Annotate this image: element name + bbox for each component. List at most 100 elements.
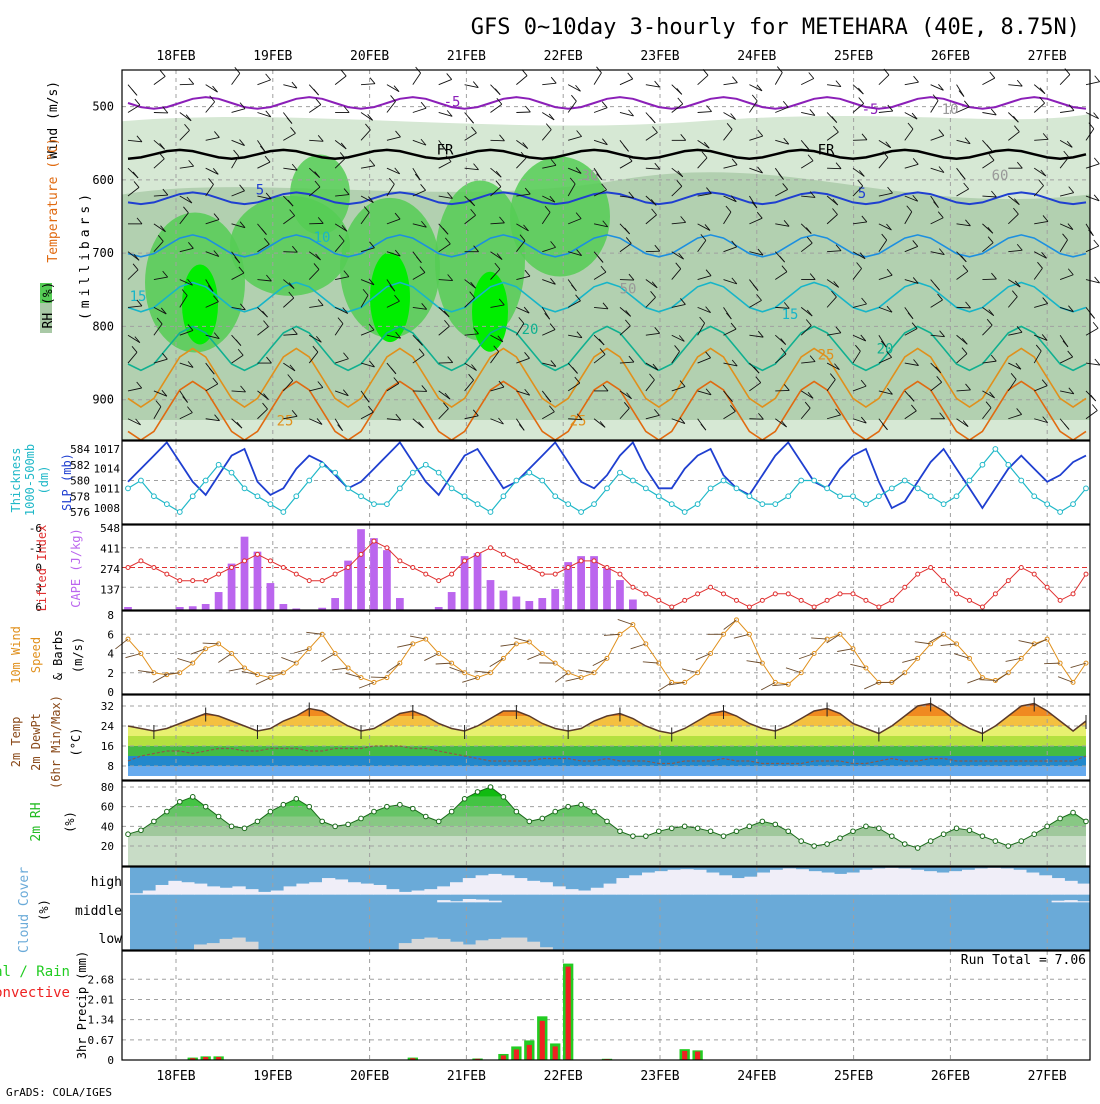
surface-wind-barb xyxy=(256,678,270,685)
thickness-point xyxy=(799,478,804,483)
cloud-high-clear xyxy=(668,870,681,895)
lifted-index-point xyxy=(657,598,661,602)
thickness-point xyxy=(980,462,985,467)
cloud-high-clear xyxy=(1039,875,1052,894)
cloud-middle-bar xyxy=(1052,901,1065,903)
date-label-bottom: 19FEB xyxy=(253,1069,292,1084)
lifted-index-point xyxy=(553,572,557,576)
thickness-point xyxy=(747,494,752,499)
cloud-high-clear xyxy=(783,868,796,894)
lifted-index-point xyxy=(631,585,635,589)
lifted-index-point xyxy=(424,572,428,576)
temp-axis-label-4: (°C) xyxy=(69,728,83,757)
lifted-index-point xyxy=(281,566,285,570)
rh2m-point xyxy=(294,797,299,802)
cloud-high-clear xyxy=(604,884,617,895)
surface-wind-barb xyxy=(424,654,438,661)
date-label-top: 19FEB xyxy=(253,49,292,64)
temp-color-band xyxy=(122,716,1090,726)
rh2m-point xyxy=(631,834,636,839)
thickness-point xyxy=(838,494,843,499)
cape-bar xyxy=(254,552,262,610)
cloud-high-clear xyxy=(437,886,450,894)
slp-tick-label: 1011 xyxy=(94,482,121,495)
thickness-point xyxy=(475,502,480,507)
wind-barb-flag xyxy=(1095,76,1100,82)
thickness-point xyxy=(553,494,558,499)
cloud-middle-bar xyxy=(1064,900,1077,902)
lifted-index-point xyxy=(385,546,389,550)
rh2m-point xyxy=(928,839,933,844)
contour-label: 25 xyxy=(277,413,294,429)
cloud-high-clear xyxy=(258,892,271,895)
lifted-index-point xyxy=(1032,572,1036,576)
lifted-index-point xyxy=(722,592,726,596)
lifted-index-point xyxy=(877,605,881,609)
cloud-high-clear xyxy=(1000,868,1013,894)
surface-wind-barb xyxy=(682,669,698,673)
rh2m-point xyxy=(721,834,726,839)
rh2m-point xyxy=(1058,816,1063,821)
rh2m-point xyxy=(527,819,532,824)
contour-label: -5 xyxy=(862,102,879,118)
cloud-high-clear xyxy=(424,889,437,895)
precip-convective-bar xyxy=(514,1049,519,1060)
thickness-point xyxy=(423,462,428,467)
rh2m-point xyxy=(411,806,416,811)
thickness-point xyxy=(151,494,156,499)
rh2m-point xyxy=(1084,819,1089,824)
cloud-high-clear xyxy=(463,878,476,895)
lifted-index-point xyxy=(955,592,959,596)
cloud-high-clear xyxy=(834,874,847,895)
rh2m-point xyxy=(592,809,597,814)
wind-barb-flag xyxy=(1092,405,1097,411)
thickness-point xyxy=(177,510,182,515)
thickness-point xyxy=(864,502,869,507)
cloud-high-clear xyxy=(1077,884,1090,895)
rh2m-tick-label: 20 xyxy=(101,840,114,853)
cloud-low-bar xyxy=(437,939,450,950)
rh2m-point xyxy=(682,824,687,829)
slp-panel-frame xyxy=(122,441,1090,524)
cape-tick-label: 137 xyxy=(100,584,120,597)
wind-speed-tick-label: 6 xyxy=(107,628,114,641)
rh2m-point xyxy=(475,790,480,795)
cloud-high-clear xyxy=(1064,881,1077,895)
rh2m-axis-label: 2m RH xyxy=(29,802,44,841)
thickness-point xyxy=(889,486,894,491)
cape-tick-label: 548 xyxy=(100,522,120,535)
rh2m-tick-label: 60 xyxy=(101,801,114,814)
lifted-index-point xyxy=(1058,598,1062,602)
lifted-index-point xyxy=(514,559,518,563)
lifted-index-point xyxy=(488,546,492,550)
rh2m-point xyxy=(902,842,907,847)
thickness-point xyxy=(773,502,778,507)
cloud-high-clear xyxy=(860,870,873,895)
cloud-high-clear xyxy=(501,875,514,894)
lifted-index-point xyxy=(747,605,751,609)
thickness-point xyxy=(760,502,765,507)
wind-speed-tick-label: 0 xyxy=(107,686,114,699)
lifted-index-point xyxy=(152,566,156,570)
lifted-index-point xyxy=(476,552,480,556)
thickness-range-label: 1000-500mb xyxy=(23,444,37,516)
cloud-high-clear xyxy=(488,874,501,895)
rh2m-point xyxy=(462,797,467,802)
cloud-unit-label: (%) xyxy=(37,899,51,921)
cloud-high-clear xyxy=(821,873,834,895)
cloud-high-clear xyxy=(296,884,309,895)
rh2m-point xyxy=(1032,832,1037,837)
lifted-index-point xyxy=(786,592,790,596)
rh2m-point xyxy=(501,795,506,800)
lifted-index-point xyxy=(566,566,570,570)
wind-speed-axis-label-4: (m/s) xyxy=(71,637,85,673)
rh-shading-green xyxy=(290,155,350,235)
surface-wind-barb xyxy=(1044,663,1060,664)
cape-bar xyxy=(513,597,521,610)
wind-speed-tick-label: 8 xyxy=(107,609,114,622)
thickness-point xyxy=(734,486,739,491)
rh2m-point xyxy=(747,824,752,829)
surface-wind-barb xyxy=(618,619,633,624)
cape-bar xyxy=(202,604,210,610)
cloud-high-clear xyxy=(629,875,642,894)
